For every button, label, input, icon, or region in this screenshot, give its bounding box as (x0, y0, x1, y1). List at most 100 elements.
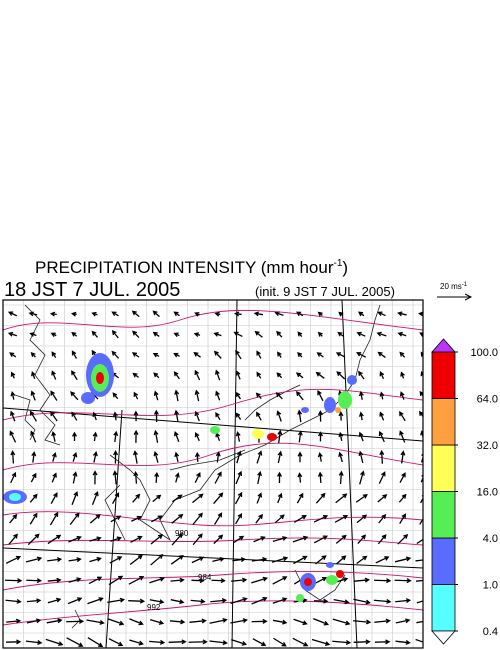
wind-arrow (292, 637, 309, 647)
wind-arrow (296, 492, 304, 504)
wind-arrow (353, 598, 371, 605)
wind-arrow (194, 471, 201, 484)
wind-arrow (5, 578, 23, 584)
wind-arrow (25, 556, 43, 563)
wind-arrow (314, 576, 328, 584)
isobars (3, 309, 423, 626)
wind-arrow (189, 618, 207, 624)
wind-arrow (133, 410, 139, 422)
wind-arrow (173, 371, 180, 380)
wind-arrow (151, 515, 163, 523)
wind-arrow (128, 576, 145, 585)
wind-arrow (152, 310, 160, 318)
wind-arrow (373, 598, 392, 604)
wind-arrow (112, 470, 118, 485)
precip-area (210, 426, 220, 434)
wind-arrow (420, 351, 423, 357)
wind-arrow (379, 391, 385, 400)
wind-arrow (50, 410, 58, 422)
wind-arrow (374, 639, 391, 645)
wind-arrow (168, 639, 187, 645)
wind-arrow (315, 371, 325, 379)
wind-arrow (112, 411, 118, 421)
wind-arrow (297, 409, 303, 423)
wind-arrow (251, 618, 268, 624)
wind-arrow (109, 556, 123, 564)
wind-arrow (31, 451, 37, 463)
wind-arrow (277, 471, 283, 484)
wind-arrow (194, 389, 200, 402)
wind-arrow (419, 332, 423, 337)
wind-arrow (356, 331, 366, 337)
title-text: PRECIPITATION INTENSITY (mm hour (35, 258, 334, 277)
wind-arrow (338, 431, 344, 442)
wind-arrow (213, 350, 222, 359)
wind-arrow (378, 471, 386, 484)
wind-arrow (338, 470, 344, 485)
wind-arrow (7, 331, 18, 337)
wind-arrow (257, 470, 262, 484)
wind-arrow (92, 431, 98, 442)
wind-arrow (173, 430, 180, 443)
wind-arrow (26, 618, 42, 624)
wind-arrow (28, 311, 38, 317)
wind-arrow (277, 492, 283, 504)
wind-arrow (235, 412, 242, 420)
wind-arrow (358, 411, 364, 421)
title-close: ) (342, 258, 348, 277)
isobar-label: 992 (147, 603, 161, 612)
wind-arrow (7, 311, 18, 317)
wind-arrow (317, 311, 323, 317)
wind-arrow (297, 430, 303, 443)
wind-arrow (276, 410, 282, 422)
wind-vectors (5, 310, 423, 648)
wind-arrow (313, 598, 329, 604)
precip-area (347, 375, 357, 385)
wind-arrow (153, 372, 160, 379)
wind-arrow (231, 638, 248, 646)
precip-area (326, 562, 334, 568)
wind-arrow (86, 619, 105, 625)
wind-arrow (131, 515, 142, 522)
wind-arrow (46, 618, 63, 624)
wind-arrow (313, 535, 328, 544)
wind-arrow (336, 371, 346, 380)
wind-arrow (317, 390, 324, 402)
wind-arrow (293, 618, 308, 626)
wind-arrow (214, 311, 221, 317)
wind-arrow (255, 513, 263, 524)
wind-arrow (209, 640, 228, 646)
wind-arrow (394, 578, 412, 584)
wind-arrow (231, 577, 248, 583)
wind-arrow (50, 492, 58, 504)
wind-arrow (113, 430, 119, 443)
wind-arrow (174, 389, 180, 402)
colorbar-label: 0.4 (483, 626, 498, 638)
wind-arrow (297, 451, 303, 463)
wind-arrow (297, 331, 303, 338)
precip-area (252, 429, 264, 439)
wind-arrow (150, 554, 164, 566)
wind-arrow (68, 577, 82, 583)
wind-arrow (334, 515, 349, 523)
wind-arrow (89, 513, 101, 524)
wind-arrow (337, 331, 345, 337)
precip-area (81, 392, 95, 404)
wind-arrow (30, 430, 37, 443)
colorbar-label: 100.0 (470, 347, 498, 359)
wind-arrow (273, 637, 287, 647)
wind-arrow (30, 472, 37, 483)
wind-arrow (415, 559, 423, 562)
colorbar-label: 4.0 (483, 533, 498, 545)
wind-arrow (420, 494, 423, 504)
colorbar-under (431, 630, 456, 645)
wind-arrow (420, 370, 423, 378)
wind-arrow (359, 470, 365, 485)
wind-arrow (194, 369, 201, 381)
wind-arrow (45, 638, 64, 647)
wind-arrow (256, 492, 263, 504)
wind-arrow (128, 598, 146, 604)
wind-arrow (276, 372, 283, 379)
wind-arrow (154, 471, 160, 483)
colorbar-segment (431, 584, 456, 632)
